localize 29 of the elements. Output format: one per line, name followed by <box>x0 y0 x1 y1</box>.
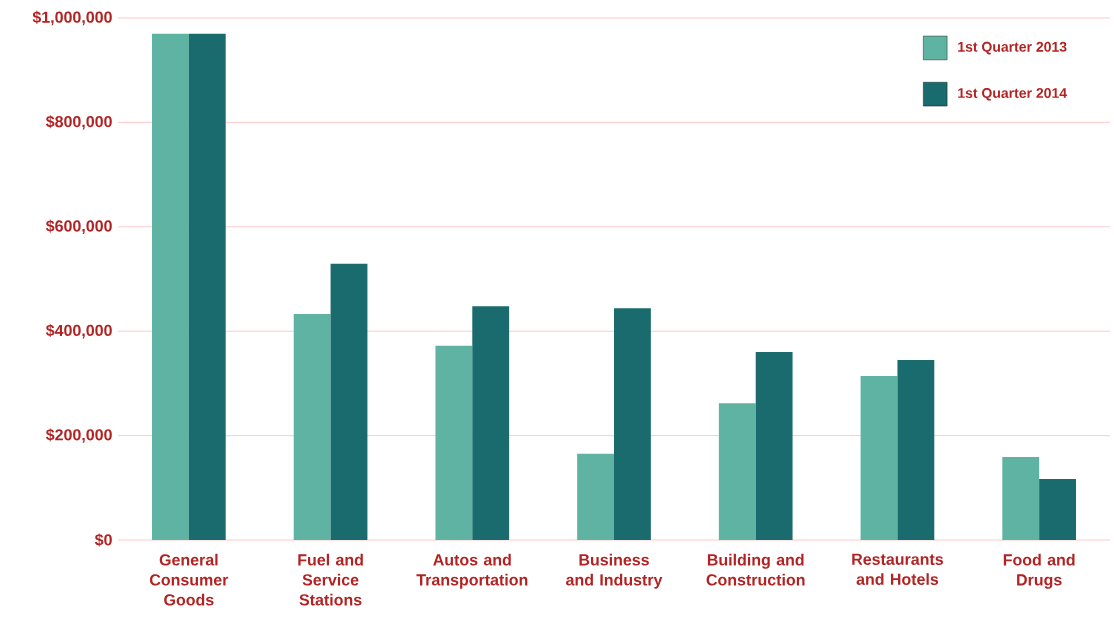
x-tick-label: Building and Construction <box>706 553 805 586</box>
y-tick-label: $600,000 <box>45 219 112 234</box>
bar <box>330 263 368 540</box>
bar <box>897 359 935 540</box>
x-tick-label: Fuel and Service Stations <box>298 553 363 606</box>
y-tick-label: $0 <box>94 533 112 547</box>
bar <box>718 403 756 540</box>
bar <box>860 376 898 540</box>
legend-label: 1st Quarter 2013 <box>958 41 1067 55</box>
legend-label: 1st Quarter 2014 <box>958 88 1067 101</box>
y-tick-label: $200,000 <box>45 428 112 443</box>
bar <box>472 306 510 540</box>
y-tick-label: $400,000 <box>45 324 112 339</box>
bar <box>755 352 793 540</box>
x-tick-label: Food and Drugs <box>1003 553 1075 589</box>
x-tick-label: Restaurants and Hotels <box>852 553 944 585</box>
bar <box>1039 478 1076 540</box>
x-tick-label: Autos and Transportation <box>416 553 528 589</box>
bar <box>1002 457 1040 540</box>
bar <box>577 453 614 540</box>
y-tick-label: $800,000 <box>45 115 112 130</box>
x-tick-label: General Consumer Goods <box>149 553 229 606</box>
bar <box>614 308 651 540</box>
bar <box>293 313 331 540</box>
y-tick-label: $1,000,000 <box>32 10 112 26</box>
bar <box>152 33 189 540</box>
bar <box>435 345 473 540</box>
bar <box>188 33 226 540</box>
x-tick-label: Business and Industry <box>566 553 663 589</box>
